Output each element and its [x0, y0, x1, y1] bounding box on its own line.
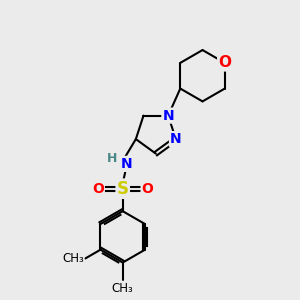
Text: O: O [92, 182, 104, 196]
Text: CH₃: CH₃ [112, 281, 134, 295]
Text: O: O [218, 56, 231, 70]
Text: N: N [170, 132, 182, 146]
Text: N: N [120, 157, 132, 171]
Text: N: N [162, 109, 174, 123]
Text: H: H [106, 152, 117, 165]
Text: O: O [142, 182, 154, 196]
Text: CH₃: CH₃ [62, 252, 84, 265]
Text: S: S [117, 180, 129, 198]
